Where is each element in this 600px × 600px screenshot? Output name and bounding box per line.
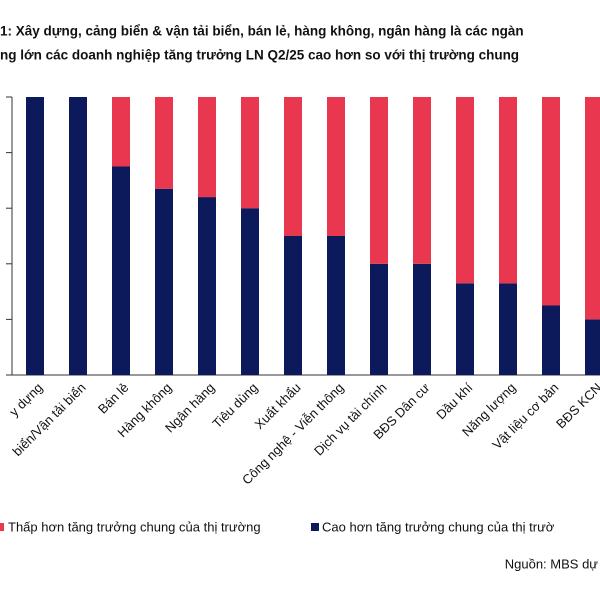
bar-segment bbox=[155, 188, 173, 375]
source: Nguồn: MBS dự bbox=[505, 556, 599, 571]
bar-segment bbox=[198, 197, 216, 375]
bar-segment bbox=[26, 97, 44, 375]
bar-segment bbox=[284, 236, 302, 375]
chart-title: ng lớn các doanh nghiệp tăng trưởng LN Q… bbox=[0, 48, 519, 63]
x-tick-label: y dựng bbox=[6, 380, 45, 419]
bar-segment bbox=[327, 236, 345, 375]
x-tick-label: Dầu khí bbox=[433, 380, 476, 423]
bar-segment bbox=[155, 97, 173, 189]
legend-label: Cao hơn tăng trưởng chung của thị trườ bbox=[322, 519, 555, 534]
legend-swatch bbox=[0, 523, 4, 531]
bar-segment bbox=[370, 263, 388, 375]
chart-title: 1: Xây dựng, cảng biển & vận tải biển, b… bbox=[0, 24, 524, 39]
bar-segment bbox=[284, 97, 302, 236]
bar-segment bbox=[499, 283, 517, 375]
legend-label: Thấp hơn tăng trưởng chung của thị trườn… bbox=[8, 519, 261, 534]
bar-segment bbox=[198, 97, 216, 198]
bar-segment bbox=[413, 263, 431, 375]
x-tick-label: BĐS KCN bbox=[553, 380, 600, 431]
bar-segment bbox=[456, 97, 474, 284]
bar-segment bbox=[241, 97, 259, 209]
bar-segment bbox=[413, 97, 431, 264]
bar-segment bbox=[69, 97, 87, 375]
bar-segment bbox=[241, 208, 259, 375]
bar-segment bbox=[112, 166, 130, 375]
bar-segment bbox=[542, 305, 560, 375]
bar-segment bbox=[112, 97, 130, 167]
bar-segment bbox=[585, 97, 600, 320]
x-tick-label: biển/Vận tải biển bbox=[9, 380, 88, 459]
x-tick-label: Bán lẻ bbox=[95, 380, 132, 417]
bar-segment bbox=[499, 97, 517, 284]
bar-segment bbox=[456, 283, 474, 375]
bar-segment bbox=[585, 319, 600, 375]
bar-segment bbox=[370, 97, 388, 264]
bar-segment bbox=[327, 97, 345, 236]
legend-swatch bbox=[311, 523, 319, 531]
bar-segment bbox=[542, 97, 560, 306]
